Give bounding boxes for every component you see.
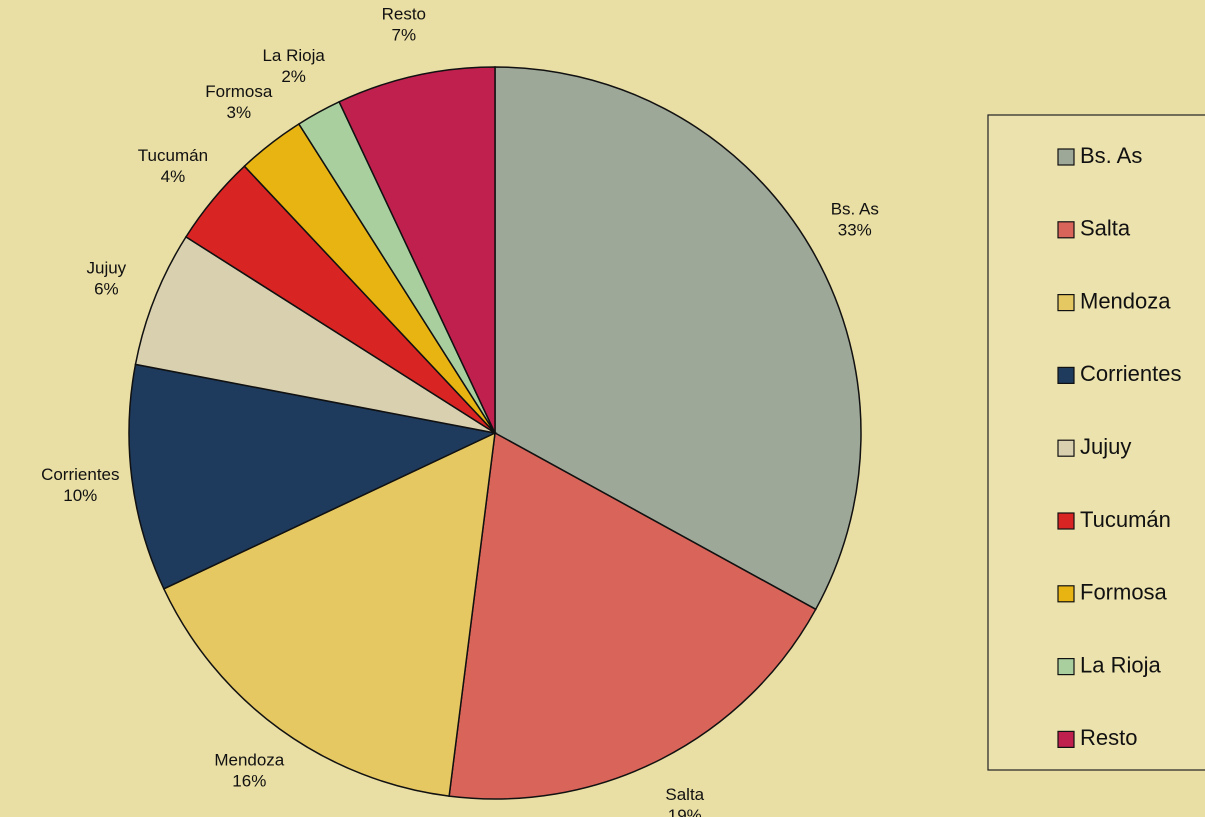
slice-label-name: Formosa — [205, 82, 273, 101]
legend-swatch — [1057, 148, 1075, 166]
slice-label-name: Resto — [382, 5, 426, 24]
pie-slice — [494, 66, 862, 611]
slice-label-name: Bs. As — [831, 200, 879, 219]
slice-label-name: Jujuy — [87, 259, 127, 278]
legend-label: Formosa — [1080, 580, 1168, 605]
slice-label-name: Salta — [665, 785, 704, 804]
slice-label-value: 10% — [63, 486, 97, 505]
legend-swatch — [1057, 221, 1075, 239]
slice-label-value: 16% — [232, 772, 266, 791]
pie-slice — [162, 431, 496, 797]
pie-slice — [128, 363, 498, 590]
slice-label-name: La Rioja — [262, 46, 325, 65]
legend-box — [987, 114, 1205, 771]
legend-swatch — [1057, 294, 1075, 312]
slice-label-value: 7% — [392, 26, 417, 45]
slice-label-value: 3% — [227, 103, 252, 122]
slice-label-name: Tucumán — [138, 146, 208, 165]
legend-swatch — [1057, 657, 1075, 676]
legend-label: La Rioja — [1080, 652, 1161, 677]
slice-label-value: 2% — [281, 67, 306, 86]
pie-slice — [134, 235, 496, 434]
slice-label-value: 19% — [668, 806, 702, 817]
pie-slice — [338, 66, 496, 434]
legend-label: Jujuy — [1080, 434, 1131, 459]
legend-label: Bs. As — [1080, 143, 1142, 168]
slice-label-name: Mendoza — [214, 751, 284, 770]
legend-label: Salta — [1080, 216, 1131, 241]
slice-label-value: 4% — [161, 167, 186, 186]
slice-label-name: Corrientes — [41, 465, 119, 484]
legend-label: Mendoza — [1080, 288, 1171, 313]
pie-slice — [448, 431, 817, 800]
slice-label-value: 33% — [838, 221, 872, 240]
legend-swatch — [1057, 439, 1075, 457]
slice-label-value: 6% — [94, 280, 119, 299]
legend-label: Resto — [1080, 725, 1137, 750]
legend-swatch — [1057, 585, 1075, 603]
legend-label: Tucumán — [1080, 507, 1171, 532]
legend-swatch — [1057, 366, 1075, 384]
legend-label: Corrientes — [1080, 361, 1181, 386]
legend-swatch — [1057, 730, 1075, 749]
legend-swatch — [1057, 512, 1075, 530]
